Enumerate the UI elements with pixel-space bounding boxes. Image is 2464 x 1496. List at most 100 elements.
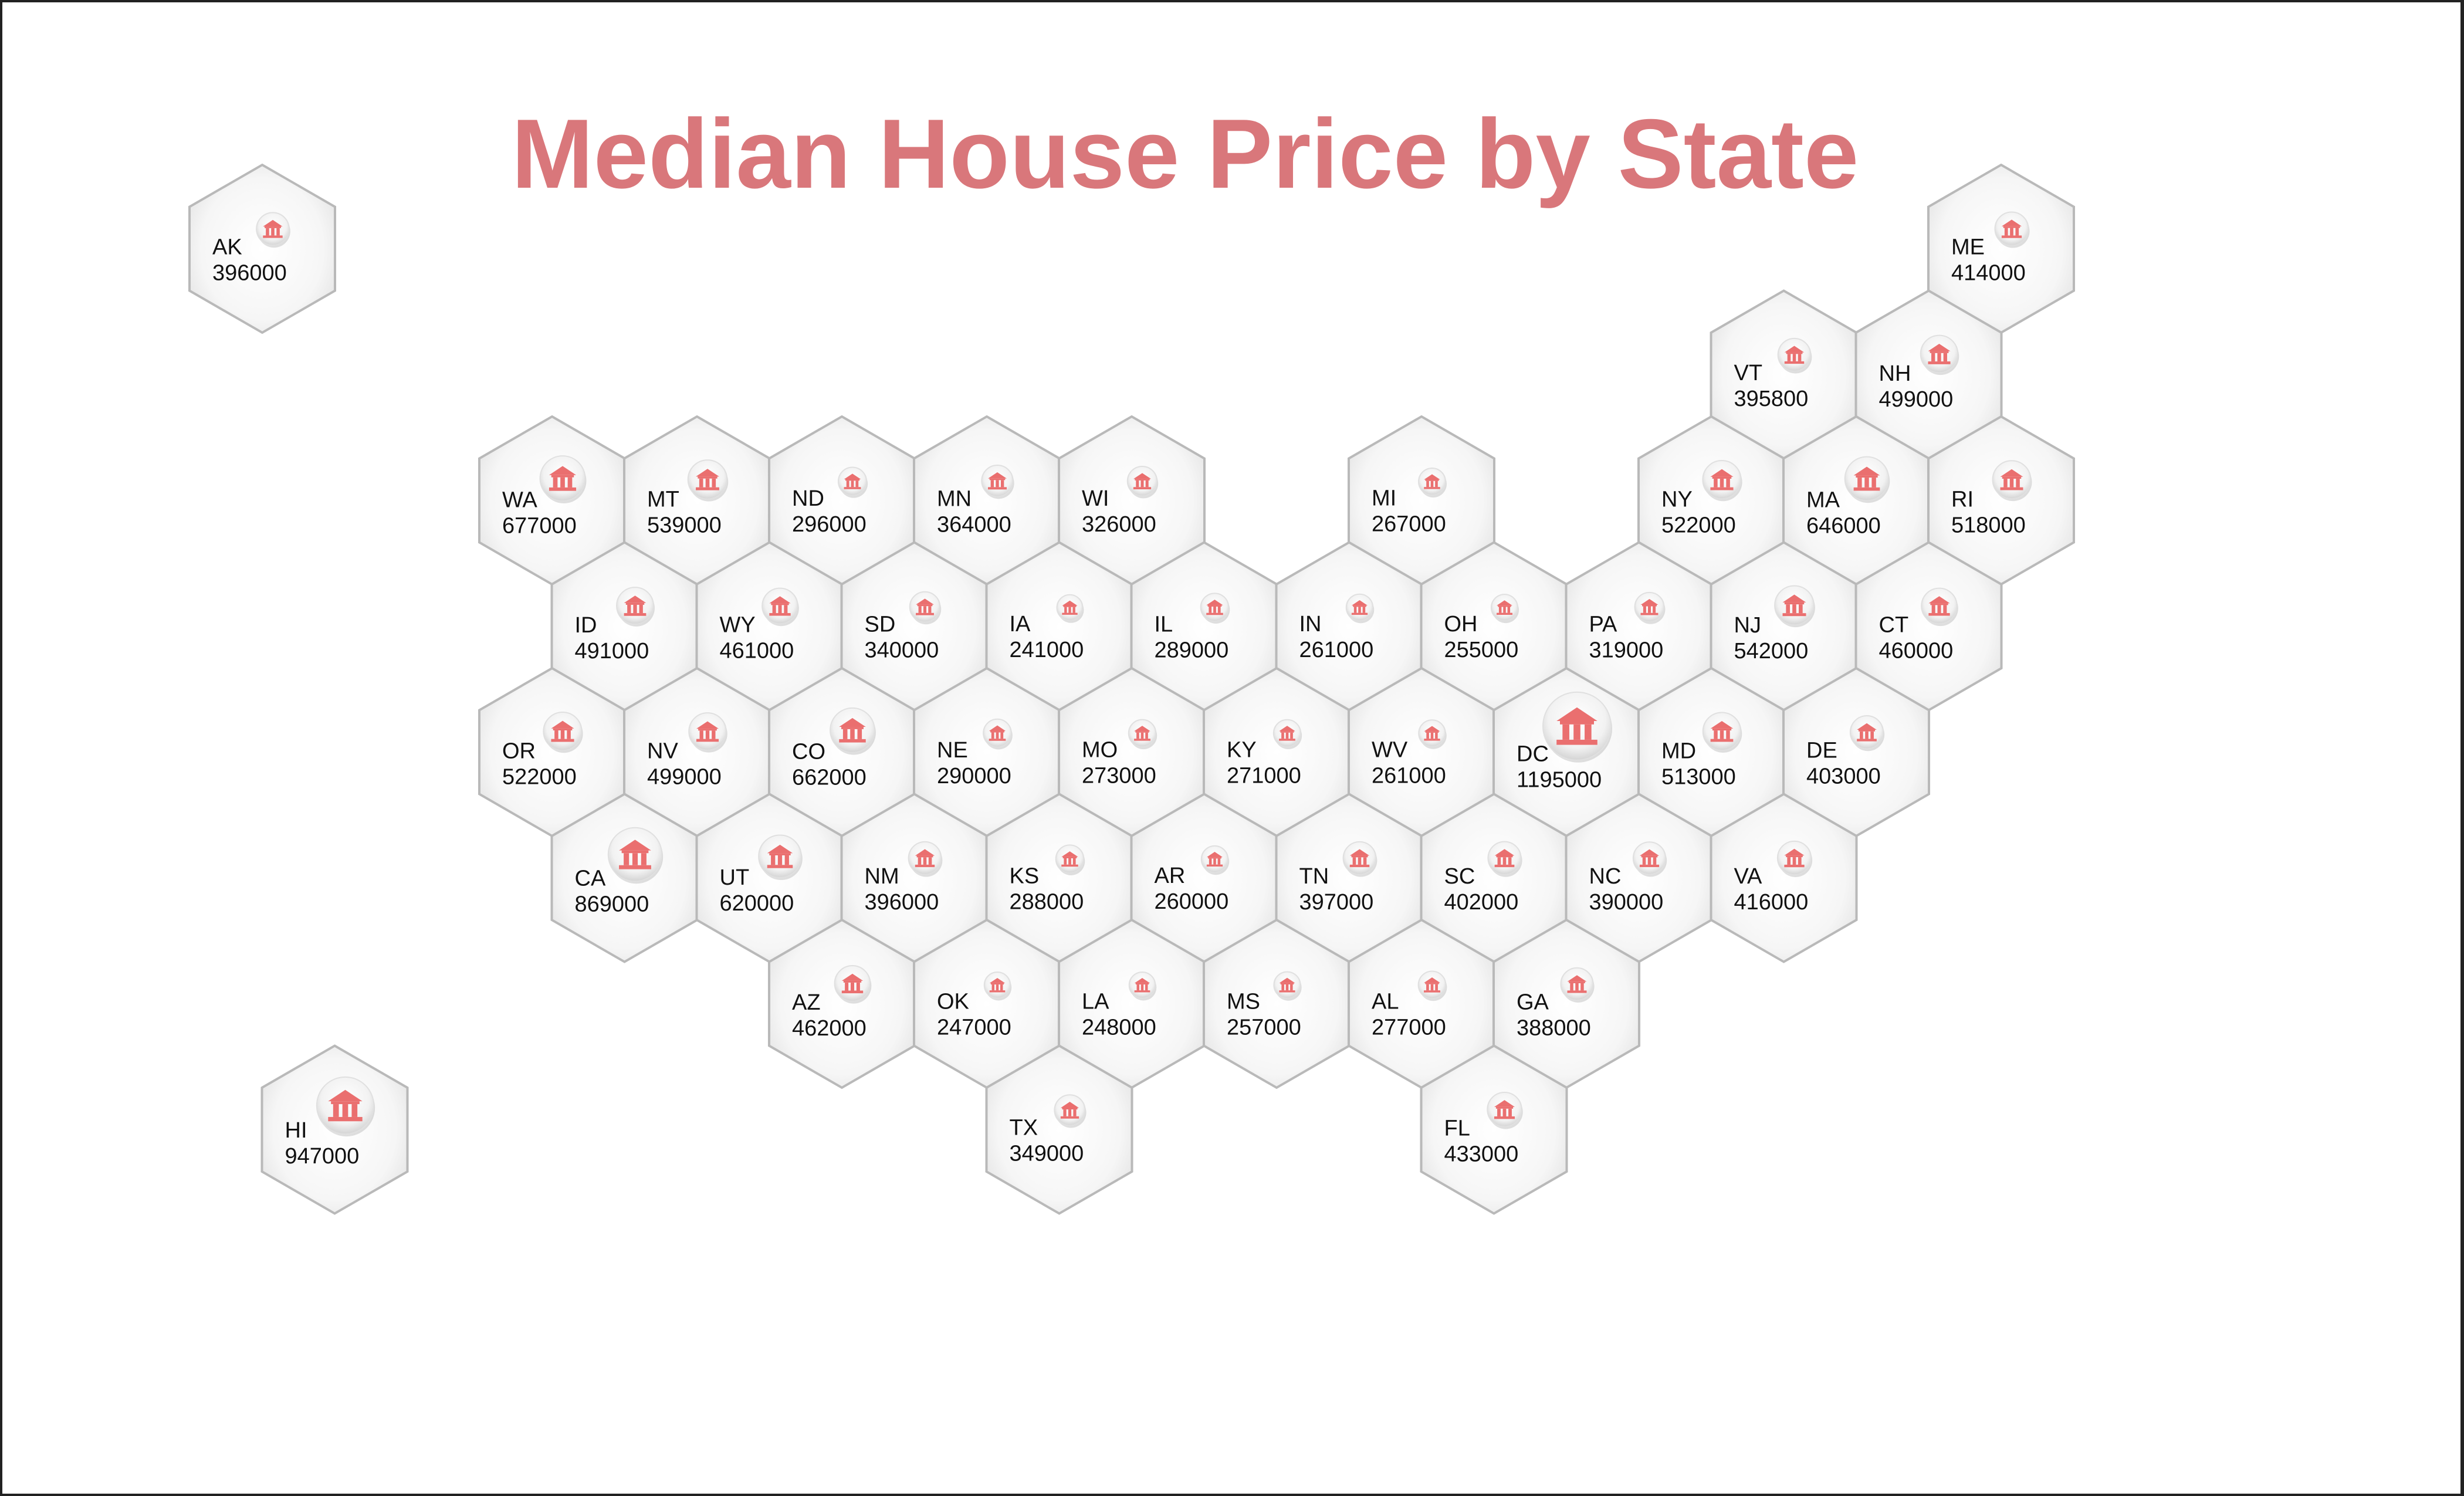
- state-code-oh: OH: [1444, 612, 1478, 637]
- house-icon: [1206, 852, 1223, 867]
- state-code-me: ME: [1951, 235, 1985, 260]
- state-code-id: ID: [575, 613, 597, 638]
- state-value-ky: 271000: [1227, 764, 1301, 788]
- value-bubble-nv: [688, 712, 727, 753]
- value-bubble-sd: [909, 591, 942, 625]
- state-value-al: 277000: [1372, 1016, 1446, 1040]
- state-value-nh: 499000: [1879, 387, 1954, 412]
- value-bubble-vt: [1777, 337, 1812, 374]
- state-value-mi: 267000: [1372, 512, 1446, 537]
- state-value-de: 403000: [1806, 764, 1881, 789]
- value-bubble-tn: [1342, 841, 1377, 877]
- state-value-ne: 290000: [937, 764, 1011, 788]
- house-icon: [1061, 851, 1078, 867]
- value-bubble-de: [1849, 715, 1885, 752]
- house-icon: [1496, 600, 1513, 615]
- state-code-ks: KS: [1010, 864, 1040, 888]
- value-bubble-nm: [908, 841, 943, 877]
- map-title: Median House Price by State: [512, 99, 1859, 209]
- value-bubble-ks: [1055, 844, 1085, 875]
- state-code-nm: NM: [865, 864, 899, 889]
- state-value-md: 513000: [1661, 764, 1736, 789]
- value-bubble-ga: [1560, 967, 1595, 1003]
- value-bubble-ar: [1200, 845, 1230, 875]
- house-icon: [844, 473, 861, 489]
- house-icon: [915, 849, 935, 868]
- state-code-mi: MI: [1372, 486, 1396, 511]
- value-bubble-hi: [316, 1076, 375, 1137]
- state-value-va: 416000: [1734, 890, 1809, 915]
- house-icon: [1494, 849, 1515, 868]
- value-bubble-mi: [1418, 467, 1447, 497]
- house-icon: [989, 977, 1006, 993]
- state-value-nj: 542000: [1734, 639, 1809, 664]
- state-value-ga: 388000: [1517, 1016, 1591, 1041]
- value-bubble-ok: [983, 971, 1012, 1001]
- house-icon: [839, 717, 866, 743]
- state-code-nd: ND: [792, 486, 824, 511]
- house-icon: [549, 466, 577, 491]
- house-icon: [1424, 726, 1440, 741]
- value-bubble-mo: [1128, 719, 1157, 750]
- state-value-ma: 646000: [1806, 513, 1881, 538]
- hex-ak: [188, 163, 336, 334]
- value-bubble-wv: [1418, 719, 1447, 749]
- state-value-ct: 460000: [1879, 639, 1954, 664]
- state-code-sd: SD: [865, 612, 896, 637]
- value-bubble-il: [1200, 593, 1230, 624]
- state-code-il: IL: [1155, 612, 1173, 637]
- house-icon: [1710, 720, 1734, 742]
- state-code-ut: UT: [720, 865, 750, 890]
- state-value-mn: 364000: [937, 512, 1011, 537]
- value-bubble-wy: [761, 587, 799, 627]
- value-bubble-pa: [1634, 591, 1666, 624]
- house-icon: [988, 472, 1007, 490]
- value-bubble-ne: [983, 718, 1013, 750]
- state-value-ok: 247000: [937, 1015, 1011, 1040]
- state-value-nc: 390000: [1589, 890, 1664, 915]
- state-value-ca: 869000: [575, 892, 649, 917]
- state-value-sd: 340000: [865, 638, 939, 663]
- state-code-ma: MA: [1806, 488, 1840, 512]
- state-value-mo: 273000: [1082, 764, 1156, 788]
- house-icon: [1423, 977, 1441, 993]
- state-code-de: DE: [1806, 739, 1837, 763]
- house-icon: [1784, 848, 1805, 868]
- value-bubble-co: [830, 707, 876, 755]
- state-value-or: 522000: [502, 765, 577, 790]
- state-value-pa: 319000: [1589, 638, 1664, 662]
- state-code-dc: DC: [1517, 742, 1549, 767]
- house-icon: [769, 596, 791, 616]
- house-icon: [1134, 977, 1150, 993]
- state-value-az: 462000: [792, 1016, 867, 1041]
- state-code-ne: NE: [937, 738, 968, 763]
- value-bubble-ia: [1056, 594, 1084, 623]
- value-bubble-oh: [1490, 594, 1519, 624]
- house-icon: [1062, 600, 1078, 615]
- state-code-mo: MO: [1082, 738, 1118, 763]
- value-bubble-or: [543, 711, 583, 753]
- state-value-wa: 677000: [502, 514, 577, 539]
- state-value-co: 662000: [792, 766, 867, 790]
- value-bubble-me: [1994, 211, 2030, 248]
- state-code-az: AZ: [792, 990, 821, 1015]
- state-code-wv: WV: [1372, 738, 1408, 763]
- house-icon: [1784, 346, 1805, 364]
- value-bubble-mt: [687, 459, 729, 502]
- state-code-md: MD: [1661, 739, 1696, 763]
- state-code-sc: SC: [1444, 864, 1475, 889]
- state-code-wy: WY: [720, 613, 756, 638]
- state-code-ny: NY: [1661, 488, 1693, 512]
- state-code-va: VA: [1734, 864, 1763, 889]
- state-value-wv: 261000: [1372, 764, 1446, 788]
- state-value-me: 414000: [1951, 261, 2026, 286]
